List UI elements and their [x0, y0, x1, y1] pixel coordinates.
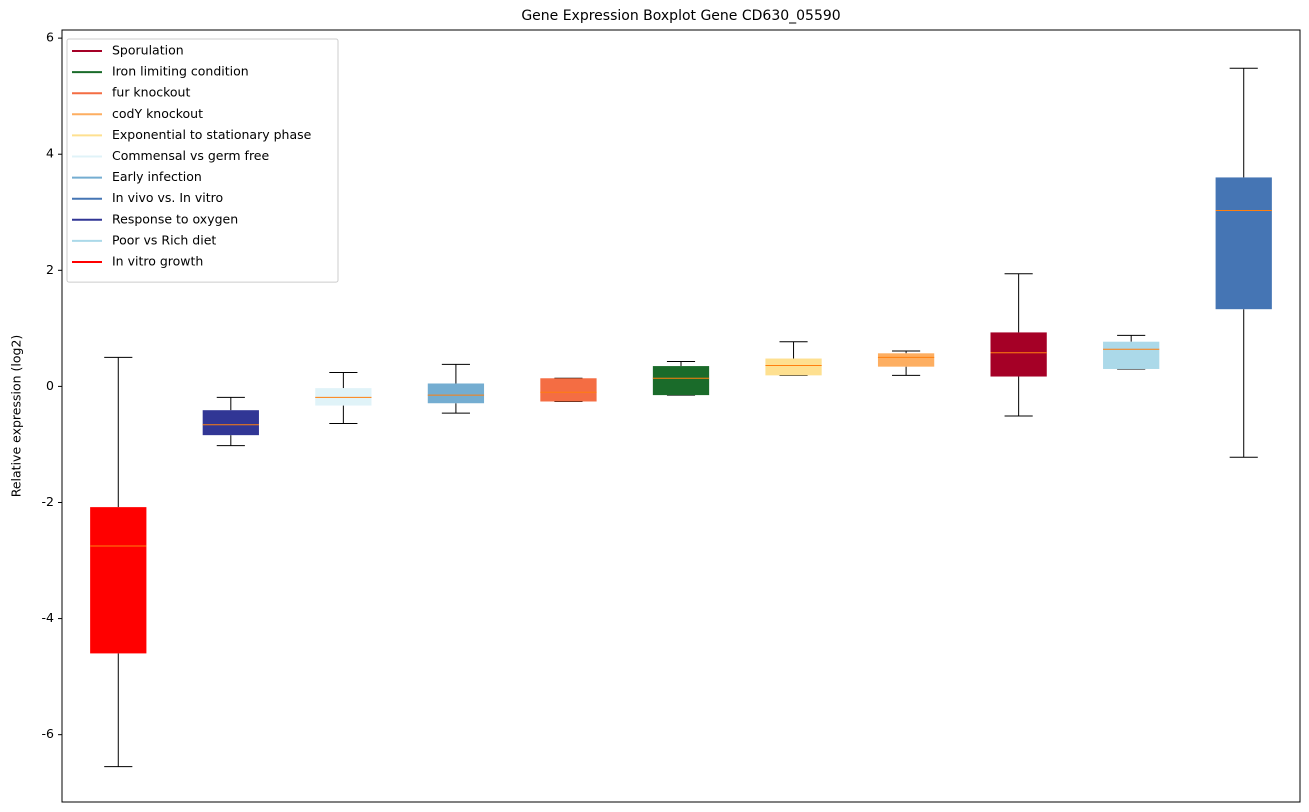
- legend-label: Iron limiting condition: [112, 64, 249, 79]
- y-axis-label: Relative expression (log2): [9, 335, 24, 498]
- legend-label: Poor vs Rich diet: [112, 232, 216, 247]
- box: [652, 366, 710, 396]
- y-tick-label: -4: [42, 610, 55, 625]
- legend-label: fur knockout: [112, 85, 190, 100]
- y-tick-label: 2: [46, 262, 54, 277]
- box: [202, 410, 259, 436]
- legend-label: Early infection: [112, 169, 202, 184]
- legend-label: In vivo vs. In vitro: [112, 190, 223, 205]
- box: [540, 378, 597, 402]
- y-tick-label: 4: [46, 146, 54, 161]
- box: [427, 383, 485, 404]
- box: [90, 507, 147, 654]
- legend-label: Response to oxygen: [112, 211, 238, 226]
- legend-label: Commensal vs germ free: [112, 148, 269, 163]
- box: [765, 358, 822, 376]
- y-tick-label: 6: [46, 30, 54, 45]
- y-tick-label: -6: [42, 726, 55, 741]
- box: [315, 388, 372, 406]
- legend-label: Exponential to stationary phase: [112, 127, 312, 142]
- y-tick-label: -2: [42, 494, 54, 509]
- chart-title: Gene Expression Boxplot Gene CD630_05590: [521, 8, 840, 24]
- plot-frame: [61, 29, 1301, 803]
- legend: Sporulation Iron limiting condition fur kn…: [66, 38, 339, 283]
- box: [1103, 341, 1160, 369]
- box: [877, 353, 935, 367]
- legend-label: In vitro growth: [112, 254, 203, 269]
- box: [1215, 177, 1272, 310]
- y-tick-label: 0: [46, 378, 54, 393]
- box: [990, 332, 1047, 377]
- legend-frame: [66, 38, 339, 283]
- legend-label: Sporulation: [112, 43, 184, 58]
- legend-label: codY knockout: [112, 106, 203, 121]
